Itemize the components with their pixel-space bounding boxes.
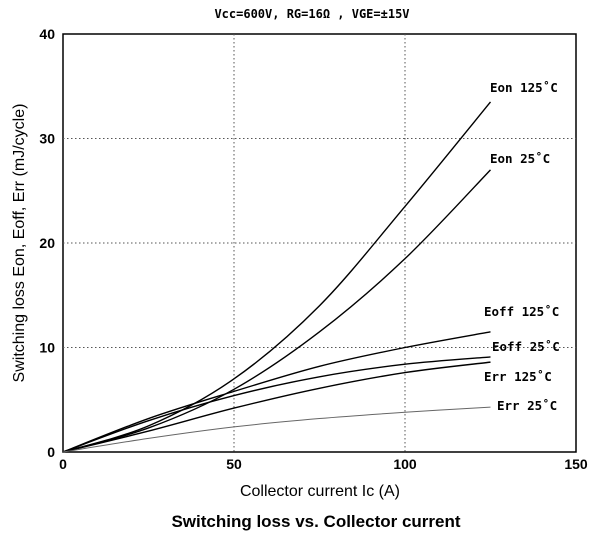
x-tick-label: 150 [564, 456, 588, 472]
series-line-eoff-25-c [62, 356, 491, 453]
series-label-err-125-c: Err 125˚C [484, 369, 552, 384]
series-label-err-25-c: Err 25˚C [497, 398, 557, 413]
series-line-eoff-125-c [62, 331, 491, 453]
x-tick-label: 100 [393, 456, 417, 472]
series-line-eon-125-c [62, 101, 492, 453]
y-tick-label: 30 [39, 131, 55, 147]
series-label-eoff-25-c: Eoff 25˚C [492, 339, 560, 354]
series-label-eon-25-c: Eon 25˚C [490, 151, 550, 166]
test-conditions: Vcc=600V, RG=16Ω , VGE=±15V [214, 7, 409, 21]
series-layer [62, 101, 492, 453]
series-label-eon-125-c: Eon 125˚C [490, 80, 558, 95]
series-line-err-25-c [62, 406, 491, 453]
y-tick-label: 20 [39, 235, 55, 251]
axis-ticks: 0 50 100 150 0 10 20 30 40 [39, 26, 587, 472]
y-tick-label: 10 [39, 340, 55, 356]
grid [63, 34, 576, 452]
x-axis-label: Collector current Ic (A) [240, 483, 400, 500]
y-axis-label: Switching loss Eon, Eoff, Err (mJ/cycle) [11, 104, 28, 383]
chart-caption: Switching loss vs. Collector current [171, 512, 460, 531]
x-tick-label: 0 [59, 456, 67, 472]
series-labels: Eon 125˚C Eon 25˚C Eoff 125˚C Eoff 25˚C Err … [484, 80, 560, 413]
series-line-eon-25-c [62, 169, 492, 453]
y-tick-label: 40 [39, 26, 55, 42]
y-tick-label: 0 [47, 444, 55, 460]
series-label-eoff-125-c: Eoff 125˚C [484, 304, 559, 319]
x-tick-label: 50 [226, 456, 242, 472]
series-line-err-125-c [62, 361, 491, 453]
